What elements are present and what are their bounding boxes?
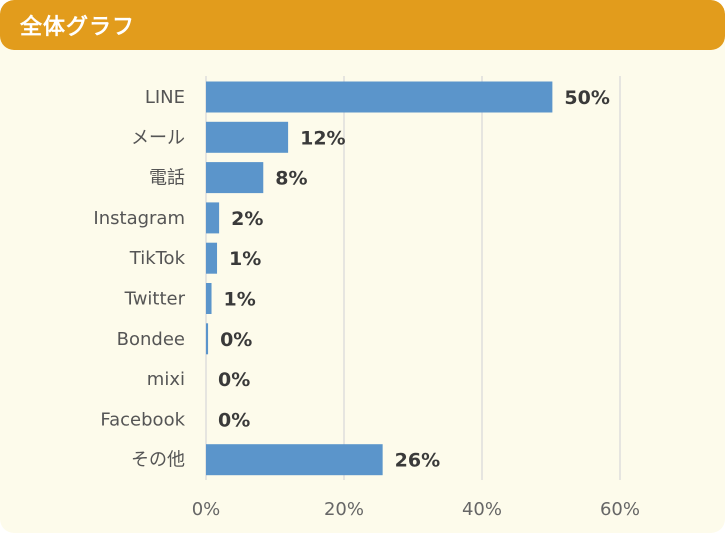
chart-header-title: 全体グラフ [20,15,136,40]
x-tick-label: 20% [324,499,364,520]
value-label: 26% [395,450,440,472]
bar-3 [206,202,220,234]
value-label: 8% [275,168,307,190]
value-label: 2% [231,208,263,230]
category-label: Twitter [124,289,186,310]
category-label: Bondee [117,329,185,350]
value-label: 0% [220,329,252,351]
category-label: その他 [131,450,185,471]
x-tick-label: 0% [192,499,221,520]
value-label: 1% [224,289,256,311]
category-label: メール [131,127,185,148]
value-label: 1% [229,248,261,270]
category-label: Instagram [93,208,185,229]
value-label: 50% [564,87,609,109]
bar-0 [206,81,553,113]
category-label: Facebook [100,409,185,430]
bar-1 [206,121,289,153]
bar-9 [206,444,383,476]
category-label: 電話 [149,168,185,189]
x-tick-label: 60% [600,499,640,520]
bar-6 [206,323,209,355]
category-label: LINE [145,87,185,108]
value-label: 0% [218,409,250,431]
value-label: 0% [218,369,250,391]
value-label: 12% [300,127,345,149]
bar-2 [206,162,264,194]
bar-5 [206,283,212,314]
chart-header: 全体グラフ [0,0,725,50]
category-label: TikTok [129,248,186,269]
bar-4 [206,242,218,274]
category-label: mixi [147,369,185,390]
x-tick-label: 40% [462,499,502,520]
